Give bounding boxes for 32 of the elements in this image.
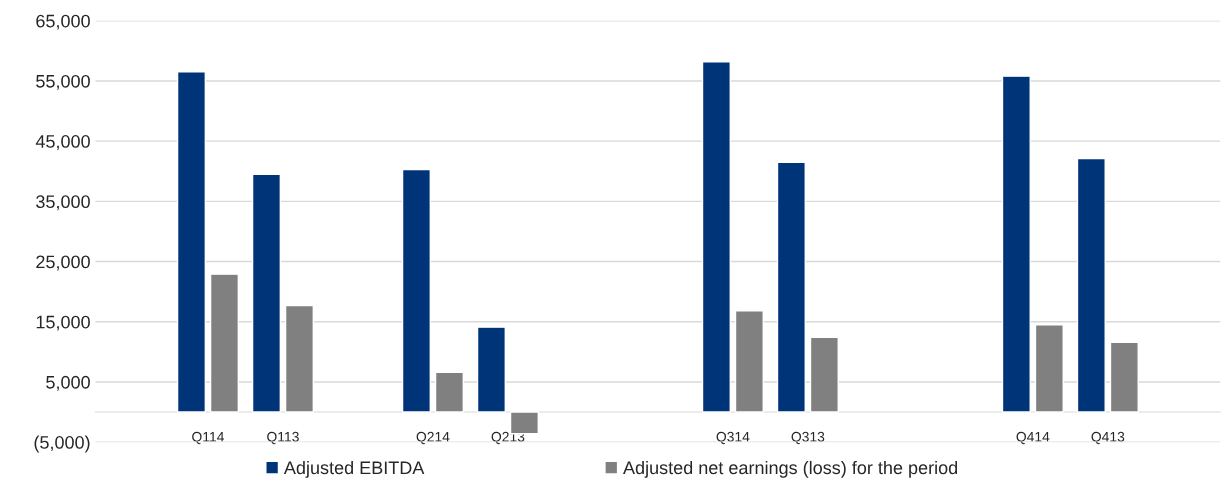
bar [1076, 157, 1106, 413]
x-tick-label: Q313 [791, 431, 825, 445]
bar [809, 336, 839, 413]
bar [1001, 75, 1031, 413]
bar [701, 60, 731, 413]
bar [776, 161, 806, 413]
x-tick-label: Q214 [416, 431, 450, 445]
x-tick-label: Q414 [1016, 431, 1050, 445]
y-tick-label: 5,000 [46, 375, 90, 391]
bar [401, 168, 431, 413]
bar [1109, 341, 1139, 413]
y-tick-label: 15,000 [36, 315, 90, 331]
x-tick-label: Q113 [267, 431, 299, 445]
y-tick-label: 35,000 [36, 195, 90, 211]
bar [476, 326, 506, 413]
x-tick-label: Q114 [192, 431, 225, 445]
y-tick-label: (5,000) [34, 435, 90, 453]
x-tick-label: Q413 [1091, 431, 1125, 445]
bar [251, 173, 282, 413]
y-tick-label: 25,000 [36, 255, 90, 271]
x-tick-label: Q314 [716, 431, 750, 445]
legend-label: Adjusted EBITDA [283, 460, 425, 478]
bar [284, 304, 315, 413]
y-tick-label: 65,000 [36, 14, 90, 30]
legend-label: Adjusted net earnings (loss) for the period [623, 460, 958, 478]
bar [1034, 324, 1064, 413]
bar [209, 273, 240, 413]
bar [176, 71, 207, 413]
bar [434, 371, 464, 413]
y-tick-label: 45,000 [35, 135, 90, 150]
y-tick-label: 55,000 [36, 74, 90, 90]
bar [734, 310, 764, 413]
